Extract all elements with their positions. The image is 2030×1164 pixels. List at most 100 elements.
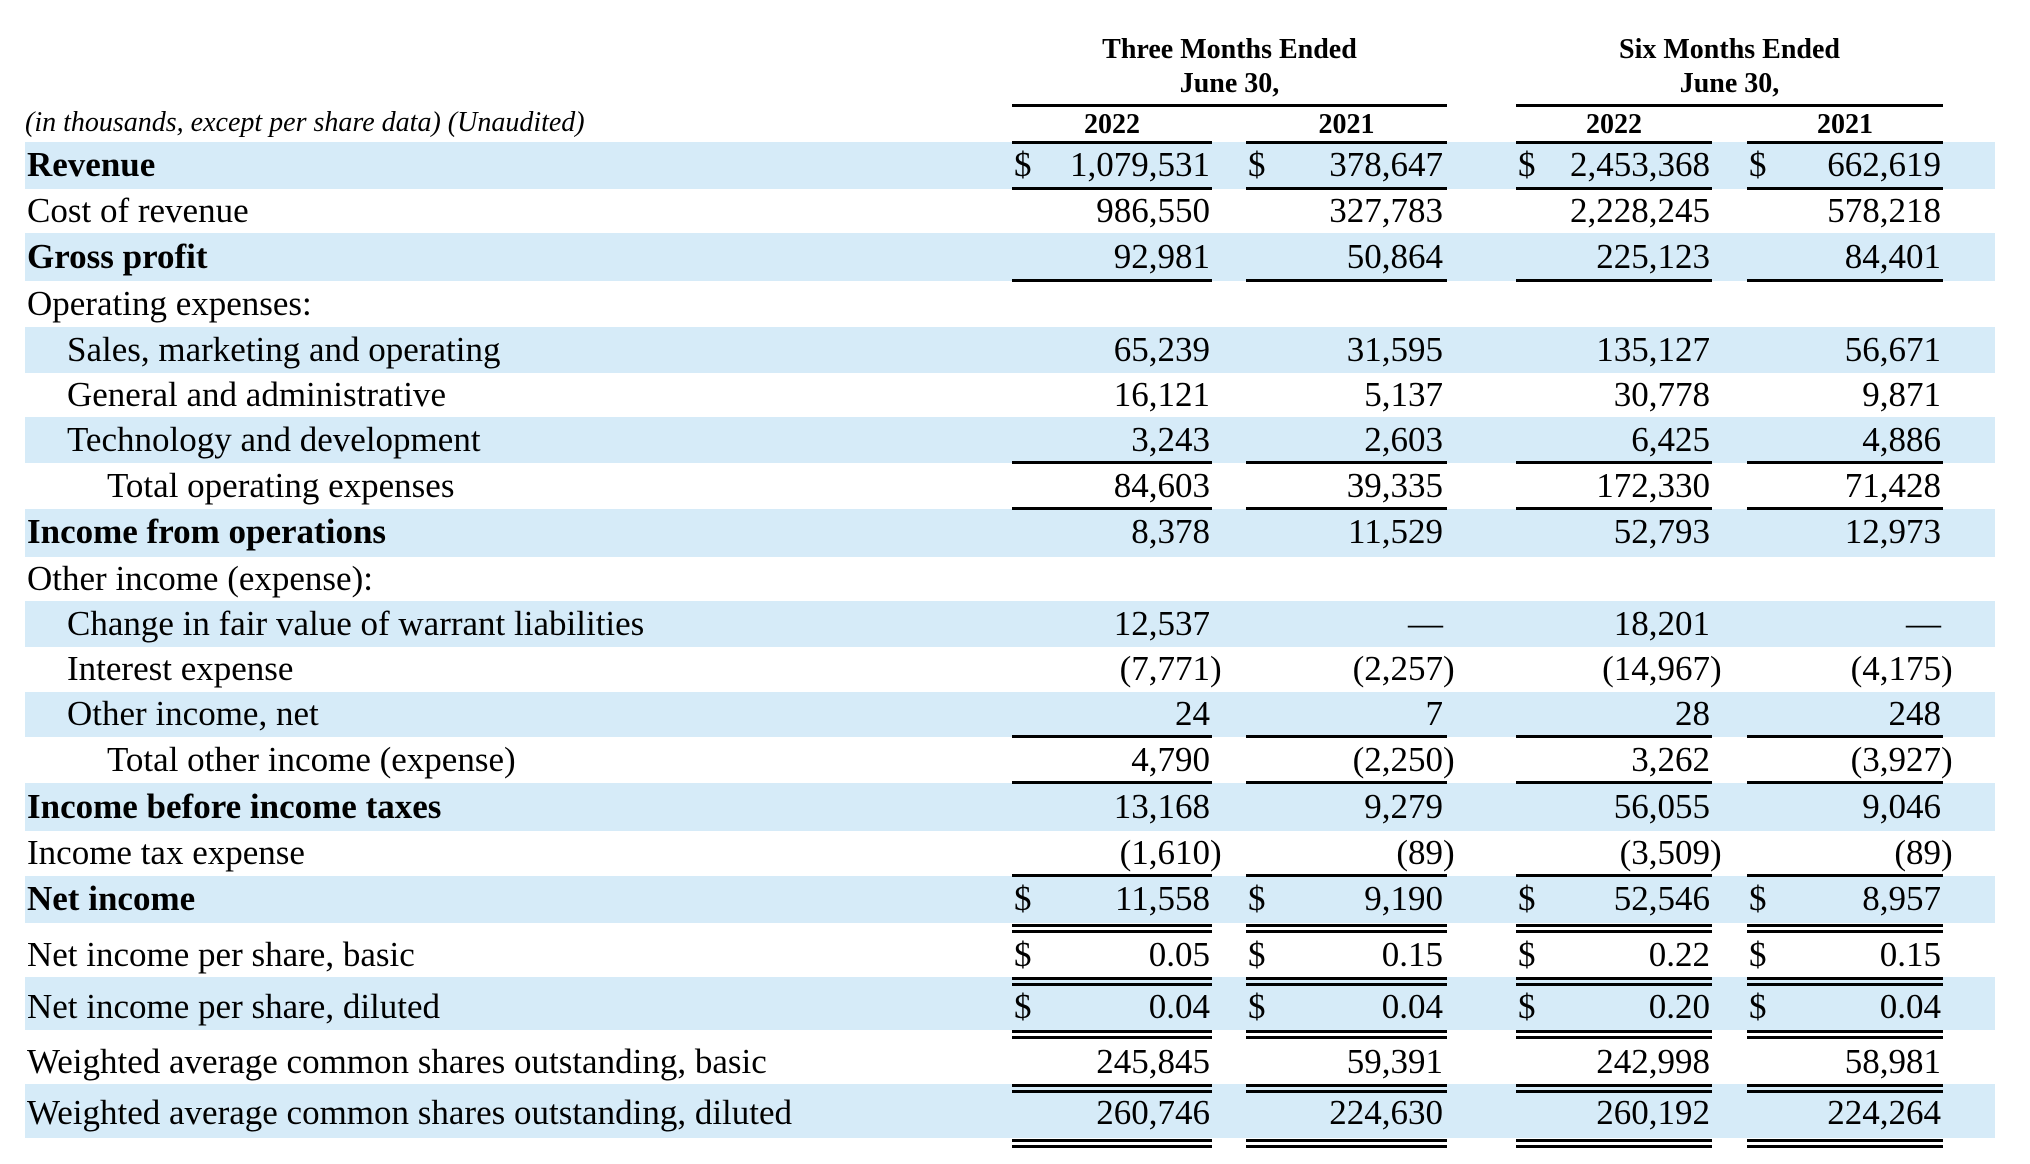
- cell-value: (3,509: [1619, 833, 1710, 872]
- row-band-technology: [25, 417, 1995, 463]
- row-band-net-income: [25, 876, 1995, 923]
- row-label-shares-diluted: Weighted average common shares outstandi…: [27, 1093, 793, 1132]
- cell-value: 65,239: [1113, 330, 1210, 369]
- cell-value: 7: [1425, 694, 1444, 733]
- cell-value: 30,778: [1613, 375, 1710, 414]
- cell-value: (2,257: [1352, 649, 1443, 688]
- cell-value: 9,871: [1862, 375, 1941, 414]
- row-label-total-operating-expenses: Total operating expenses: [107, 466, 455, 505]
- cell-value: 13,168: [1113, 787, 1210, 826]
- cell-value: 6,425: [1631, 420, 1710, 459]
- subtotal-rule: [1246, 735, 1447, 738]
- cell-value: 59,391: [1346, 1042, 1443, 1081]
- subtotal-rule: [1246, 874, 1447, 877]
- cell-value: 3,243: [1131, 420, 1210, 459]
- subtotal-rule: [1516, 781, 1712, 784]
- total-double-rule: [1246, 1030, 1447, 1039]
- cell-value: (89: [1396, 833, 1443, 872]
- subtotal-rule: [1012, 461, 1212, 464]
- row-label-shares-basic: Weighted average common shares outstandi…: [27, 1042, 767, 1081]
- cell-close-paren: ): [1941, 740, 1953, 779]
- cell-value: 11,558: [1115, 879, 1210, 918]
- cell-value: 0.05: [1148, 935, 1210, 974]
- year-header-q-2022: 2022: [1084, 109, 1140, 140]
- row-band-gross-profit: [25, 233, 1995, 281]
- currency-symbol: $: [1749, 935, 1767, 974]
- cell-value: 0.20: [1648, 987, 1710, 1026]
- cell-value: 50,864: [1346, 237, 1443, 276]
- cell-value: 986,550: [1096, 191, 1210, 230]
- subtotal-rule: [1012, 781, 1212, 784]
- cell-value: 56,055: [1613, 787, 1710, 826]
- cell-value: 8,378: [1131, 512, 1210, 551]
- cell-value: 71,428: [1844, 466, 1941, 505]
- cell-value: 24: [1175, 694, 1210, 733]
- three-months-header-rule: [1012, 104, 1447, 107]
- cell-value: —: [1906, 604, 1941, 643]
- row-band-sales: [25, 327, 1995, 373]
- cell-value: 2,453,368: [1570, 145, 1710, 184]
- cell-value: 5,137: [1364, 375, 1443, 414]
- total-double-rule: [1516, 924, 1712, 933]
- subtotal-rule: [1747, 874, 1943, 877]
- total-double-rule: [1246, 1084, 1447, 1093]
- row-label-eps-basic: Net income per share, basic: [27, 935, 415, 974]
- cell-value: (1,610: [1119, 833, 1210, 872]
- row-label-eps-diluted: Net income per share, diluted: [27, 987, 441, 1026]
- subtotal-rule: [1012, 187, 1212, 190]
- cell-value: 31,595: [1346, 330, 1443, 369]
- total-double-rule: [1012, 1030, 1212, 1039]
- total-double-rule: [1246, 1139, 1447, 1148]
- cell-value: (3,927: [1850, 740, 1941, 779]
- row-band-warrant: [25, 601, 1995, 647]
- subtotal-rule: [1516, 279, 1712, 282]
- row-label-total-other-income: Total other income (expense): [107, 740, 516, 779]
- currency-symbol: $: [1749, 987, 1767, 1026]
- row-label-other-income-expense: Other income (expense):: [27, 559, 373, 598]
- subtotal-rule: [1747, 735, 1943, 738]
- cell-value: 242,998: [1596, 1042, 1710, 1081]
- row-label-revenue: Revenue: [27, 145, 156, 184]
- row-label-net-income: Net income: [27, 879, 196, 918]
- cell-value: 172,330: [1596, 466, 1710, 505]
- currency-symbol: $: [1248, 935, 1266, 974]
- cell-value: 92,981: [1113, 237, 1210, 276]
- cell-value: 260,746: [1096, 1093, 1210, 1132]
- year-rule: [1246, 141, 1447, 144]
- cell-value: (89: [1894, 833, 1941, 872]
- cell-value: 9,190: [1364, 879, 1443, 918]
- three-months-header: Three Months Ended June 30,: [1012, 33, 1447, 101]
- cell-value: 0.04: [1381, 987, 1443, 1026]
- row-band-shares-diluted: [25, 1084, 1995, 1138]
- cell-value: 248: [1888, 694, 1942, 733]
- year-rule: [1747, 141, 1943, 144]
- cell-value: 0.15: [1381, 935, 1443, 974]
- total-double-rule: [1747, 1139, 1943, 1148]
- row-label-interest-expense: Interest expense: [67, 649, 294, 688]
- cell-value: (14,967: [1602, 649, 1710, 688]
- cell-close-paren: ): [1443, 833, 1455, 872]
- subtotal-rule: [1012, 507, 1212, 510]
- subtotal-rule: [1246, 781, 1447, 784]
- row-band-income-from-operations: [25, 509, 1995, 557]
- row-label-income-before-taxes: Income before income taxes: [27, 787, 442, 826]
- cell-value: 224,630: [1329, 1093, 1443, 1132]
- cell-value: 2,603: [1364, 420, 1443, 459]
- currency-symbol: $: [1014, 145, 1032, 184]
- cell-value: 2,228,245: [1570, 191, 1710, 230]
- cell-close-paren: ): [1941, 649, 1953, 688]
- subtotal-rule: [1747, 507, 1943, 510]
- total-double-rule: [1012, 1139, 1212, 1148]
- cell-value: 9,046: [1862, 787, 1941, 826]
- currency-symbol: $: [1248, 987, 1266, 1026]
- cell-close-paren: ): [1710, 649, 1722, 688]
- total-double-rule: [1012, 1084, 1212, 1093]
- subtotal-rule: [1516, 461, 1712, 464]
- subtotal-rule: [1012, 735, 1212, 738]
- units-note: (in thousands, except per share data) (U…: [25, 107, 585, 138]
- row-label-operating-expenses: Operating expenses:: [27, 284, 312, 323]
- row-label-technology: Technology and development: [67, 420, 481, 459]
- cell-close-paren: ): [1443, 740, 1455, 779]
- row-label-gross-profit: Gross profit: [27, 237, 208, 276]
- cell-value: 662,619: [1827, 145, 1941, 184]
